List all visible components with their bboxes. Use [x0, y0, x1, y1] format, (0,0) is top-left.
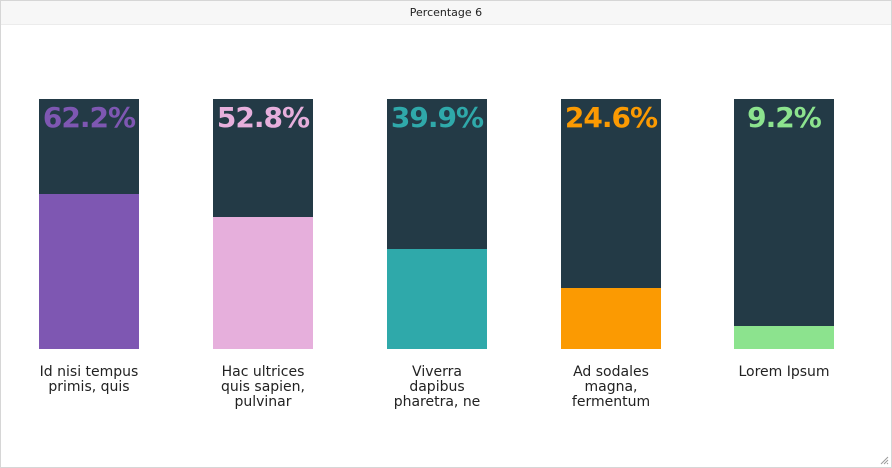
- resize-handle-icon[interactable]: [879, 455, 889, 465]
- bar-fill: [387, 249, 487, 349]
- bar-fill: [561, 287, 661, 349]
- bar-category-label: Lorem Ipsum: [738, 364, 830, 380]
- bar-category-label: Ad sodales magna, fermentum: [571, 364, 651, 410]
- bar-column: 24.6% Ad sodales magna, fermentum: [561, 99, 661, 410]
- bar-track: 24.6%: [561, 99, 661, 349]
- bar-column: 62.2% Id nisi tempus primis, quis: [39, 99, 139, 395]
- bar-value-label: 62.2%: [42, 101, 136, 134]
- bar-track: 39.9%: [387, 99, 487, 349]
- bar-value-label: 52.8%: [216, 101, 310, 134]
- bar-category-label: Hac ultrices quis sapien, pulvinar: [221, 364, 305, 410]
- bar-fill: [213, 217, 313, 349]
- bar-column: 39.9% Viverra dapibus pharetra, ne: [387, 99, 487, 410]
- bar-fill: [39, 193, 139, 349]
- bar-column: 9.2% Lorem Ipsum: [734, 99, 834, 380]
- window-title: Percentage 6: [409, 6, 483, 19]
- bar-fill: [734, 326, 834, 349]
- bar-value-label: 24.6%: [564, 101, 658, 134]
- bar-category-label: Viverra dapibus pharetra, ne: [393, 364, 481, 410]
- title-bar: Percentage 6: [1, 1, 891, 25]
- bar-track: 9.2%: [734, 99, 834, 349]
- bar-value-label: 39.9%: [390, 101, 484, 134]
- bar-column: 52.8% Hac ultrices quis sapien, pulvinar: [213, 99, 313, 410]
- bar-value-label: 9.2%: [747, 101, 822, 134]
- bar-track: 52.8%: [213, 99, 313, 349]
- bar-category-label: Id nisi tempus primis, quis: [39, 364, 139, 395]
- bar-track: 62.2%: [39, 99, 139, 349]
